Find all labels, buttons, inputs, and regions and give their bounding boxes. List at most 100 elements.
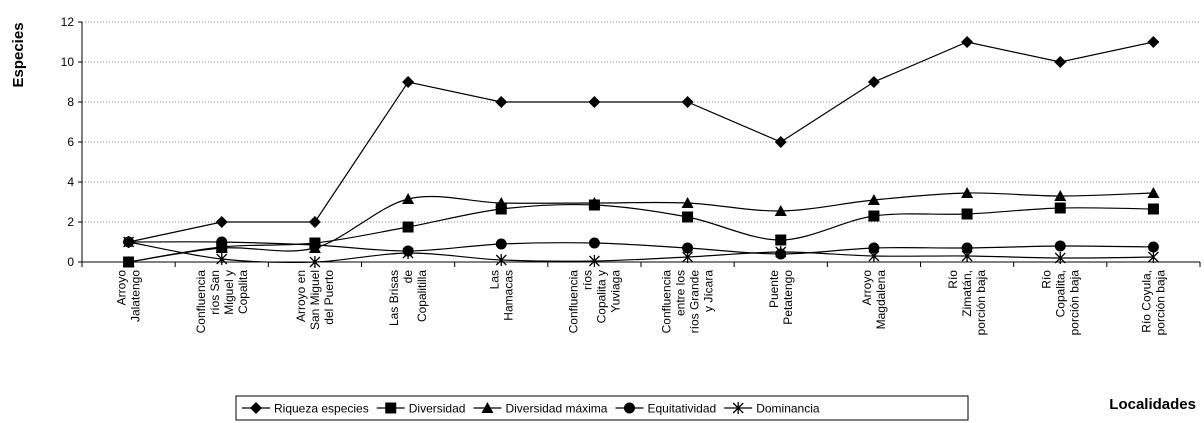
data-point	[495, 254, 507, 266]
category-label-line: ríos San	[208, 270, 222, 315]
category-label-line: de	[401, 270, 415, 284]
category-label-line: Jalatengo	[129, 270, 143, 322]
category-label-line: Yuviaga	[608, 270, 622, 313]
category-label-line: Río	[946, 270, 960, 289]
legend-label: Diversidad máxima	[505, 402, 607, 416]
data-point	[588, 237, 600, 249]
category-label-line: Miguel y	[222, 270, 236, 315]
data-point	[867, 76, 880, 88]
category-label: Puente Petatengo	[767, 270, 795, 325]
category-label: Las Hamacas	[487, 270, 515, 321]
category-label: Confluencia ríos Copalita y Yuviaga	[566, 270, 622, 334]
data-point	[1054, 252, 1066, 264]
data-point	[868, 250, 880, 262]
category-label: Río Copalita, porción baja	[1039, 270, 1081, 336]
y-tick-label: 8	[67, 95, 74, 109]
legend-marker	[250, 402, 262, 414]
series-lines	[128, 41, 1154, 263]
category-label-line: Petatengo	[781, 270, 795, 325]
data-point	[868, 210, 880, 222]
category-labels: Arroyo Jalatengo Confluencia ríos San Miguel…	[115, 270, 1168, 336]
category-label-line: Copalita,	[1053, 270, 1067, 317]
category-label: Río Zimatán, porción baja	[946, 270, 988, 336]
data-point	[774, 136, 787, 148]
data-point	[216, 236, 228, 248]
data-point	[123, 236, 135, 248]
legend-label: Riqueza especies	[274, 402, 369, 416]
data-point	[1147, 251, 1159, 263]
data-point	[308, 216, 321, 228]
data-point	[588, 255, 600, 267]
legend: Riqueza especies Diversidad Diversidad máx…	[235, 395, 969, 421]
legend-label: Dominancia	[756, 402, 820, 416]
category-label-line: y Jícara	[702, 270, 716, 312]
data-point	[588, 197, 601, 208]
data-point	[402, 221, 414, 233]
category-label-line: Arroyo	[115, 270, 129, 306]
category-label-line: ríos Grande	[688, 270, 702, 334]
legend-item: Diversidad máxima	[473, 402, 608, 416]
category-label-line: Confluencia	[660, 270, 674, 334]
y-tick-label: 0	[67, 255, 74, 269]
data-point	[402, 76, 415, 88]
data-point	[1054, 202, 1066, 214]
category-label-line: San Miguel	[308, 270, 322, 330]
category-label-line: Copalitilla	[415, 270, 429, 322]
legend-marker	[385, 402, 397, 414]
category-label-line: entre los	[674, 270, 688, 316]
legend-marker	[481, 402, 494, 413]
category-label: Confluencia entre los ríos Grande y Jícara	[660, 270, 716, 334]
category-label-line: Río Coyula,	[1139, 270, 1153, 333]
data-point	[682, 242, 694, 254]
data-point	[588, 96, 601, 108]
series-line-3	[128, 241, 1154, 255]
series-line-2	[128, 192, 1154, 263]
legend-label: Diversidad	[409, 402, 466, 416]
data-point	[495, 197, 508, 208]
legend-item: Diversidad	[376, 402, 466, 416]
category-label-line: Río	[1039, 270, 1053, 289]
y-axis-title: Especies	[10, 22, 27, 87]
category-label-line: Las	[487, 270, 501, 289]
data-point	[682, 211, 694, 223]
category-label: Arroyo Magdalena	[860, 270, 888, 330]
category-label-line: del Puerto	[322, 270, 336, 325]
category-label-line: Hamacas	[501, 270, 515, 321]
data-point	[961, 250, 973, 262]
category-label-line: porción baja	[1153, 270, 1167, 336]
legend-item: Riqueza especies	[242, 402, 369, 416]
data-point	[309, 256, 321, 268]
legend-label: Equitatividad	[647, 402, 716, 416]
data-point	[1054, 56, 1067, 68]
category-label-line: Las Brisas	[387, 270, 401, 326]
data-point	[1054, 240, 1066, 252]
data-point	[775, 234, 787, 246]
series-markers-2	[122, 187, 1160, 267]
y-tick-label: 4	[67, 175, 74, 189]
data-point	[122, 256, 135, 267]
legend-marker	[732, 402, 744, 414]
data-point	[867, 194, 880, 205]
data-point	[402, 247, 414, 259]
data-point	[961, 36, 974, 48]
category-label: Confluencia ríos San Miguel y Copalita	[194, 270, 250, 334]
data-point	[681, 197, 694, 208]
category-label-line: Copalita y	[594, 270, 608, 323]
category-label-line: Confluencia	[566, 270, 580, 334]
series-line-4	[128, 241, 1154, 263]
category-label-line: Puente	[767, 270, 781, 308]
legend-item: Equitatividad	[615, 402, 716, 416]
x-axis-title: Localidades	[1109, 396, 1196, 413]
category-label-line: Arroyo en	[294, 270, 308, 322]
data-point	[682, 251, 694, 263]
category-label-line: porción baja	[974, 270, 988, 336]
category-label: Río Coyula, porción baja	[1139, 270, 1167, 336]
y-tick-label: 6	[67, 135, 74, 149]
category-label-line: porción baja	[1067, 270, 1081, 336]
data-point	[495, 96, 508, 108]
category-label: Arroyo Jalatengo	[115, 270, 143, 322]
legend-box	[235, 395, 969, 421]
category-label-line: Zimatán,	[960, 270, 974, 317]
category-label-line: ríos	[580, 270, 594, 290]
